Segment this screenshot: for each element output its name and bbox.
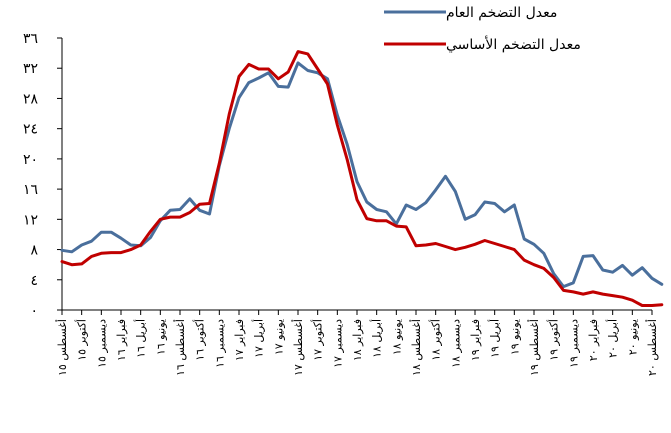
y-tick-label: ٢٨ [23,91,39,107]
x-tick-label: أكتوبر ١٥ [75,319,89,361]
x-tick-label: ديسمبر ١٥ [95,319,108,368]
y-tick-label: ٣٦ [23,31,38,47]
series-line-2 [60,50,664,307]
x-tick-label: أبريل ١٦ [134,319,148,358]
x-tick-label: يونيو ١٩ [508,319,521,355]
x-tick-label: أكتوبر ١٦ [193,319,207,361]
x-tick-label: ديسمبر ١٨ [449,319,462,368]
y-tick-label: ٠ [30,303,38,319]
series-line-1 [60,61,664,289]
legend: معدل التضخم العام معدل التضخم الأساسي [384,5,581,53]
y-tick-label: ٨ [30,243,38,259]
y-tick-label: ٢٤ [23,122,38,138]
x-tick-label: أغسطس ١٧ [291,319,305,376]
y-tick-label: ١٦ [23,182,38,198]
x-tick-label: ديسمبر ١٧ [331,319,344,368]
x-tick-label: أبريل ١٩ [488,319,502,358]
x-tick-label: يونيو ١٦ [154,319,167,355]
legend-label-2: معدل التضخم الأساسي [446,35,581,53]
x-tick-label: أكتوبر ١٩ [547,319,561,361]
y-tick-label: ٣٢ [23,61,38,77]
x-tick-label: يونيو ١٨ [390,319,403,355]
chart-axes [61,38,652,311]
legend-label-1: معدل التضخم العام [446,5,557,21]
y-axis-ticks: ٠ ٤ ٨ ١٢ ١٦ ٢٠ ٢٤ ٢٨ ٣٢ ٣٦ [23,31,62,319]
x-tick-label: أغسطس ٢٠ [645,319,659,376]
x-tick-label: فبراير ١٨ [351,319,364,361]
x-tick-label: أغسطس ١٥ [55,319,69,376]
x-tick-label: أكتوبر ١٧ [311,319,325,361]
x-tick-label: يونيو ١٧ [272,319,285,355]
x-tick-label: أغسطس ١٨ [409,319,423,376]
x-tick-label: أبريل ١٧ [252,319,266,358]
x-tick-label: يونيو ٢٠ [626,319,639,355]
series-lines [60,50,664,307]
x-tick-label: ديسمبر ١٦ [213,319,226,368]
y-tick-label: ٢٠ [23,152,38,168]
x-axis-ticks: أغسطس ١٥ أكتوبر ١٥ ديسمبر ١٥ فبراير ١٦ أبريل… [55,310,659,376]
x-tick-label: فبراير ١٦ [115,319,128,361]
x-tick-label: أغسطس ١٦ [173,319,187,376]
x-tick-label: أكتوبر ١٨ [429,319,443,361]
x-tick-label: أبريل ٢٠ [606,319,620,358]
x-tick-label: أغسطس ١٩ [527,319,541,376]
y-tick-label: ٤ [30,273,38,289]
x-tick-label: ديسمبر ١٩ [567,319,580,368]
x-tick-label: فبراير ١٧ [233,319,246,361]
x-tick-label: فبراير ١٩ [469,319,482,361]
y-tick-label: ١٢ [23,212,38,228]
x-tick-label: أبريل ١٨ [370,319,384,358]
x-tick-label: فبراير ٢٠ [587,319,600,361]
